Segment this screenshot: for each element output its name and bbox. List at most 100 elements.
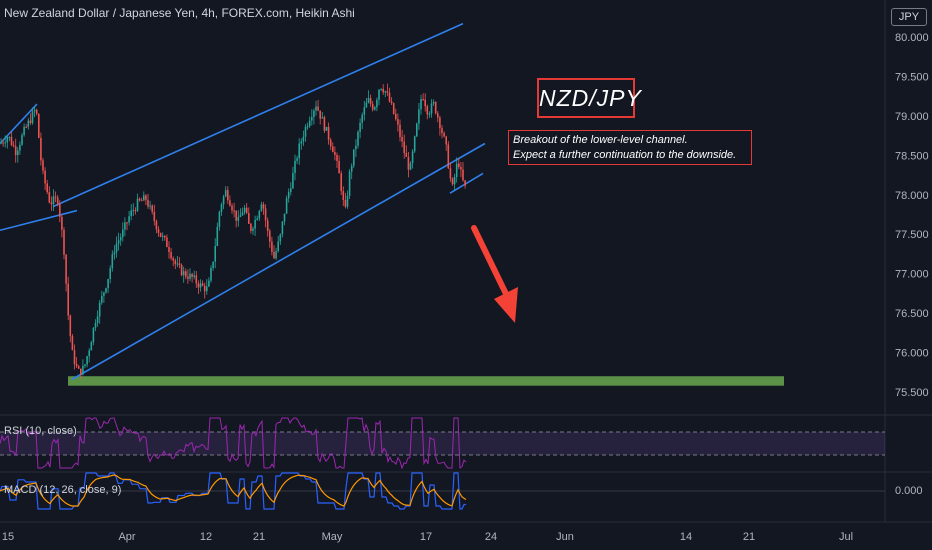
candle-up bbox=[103, 292, 105, 296]
candle-down bbox=[147, 199, 149, 207]
candle-down bbox=[151, 205, 153, 212]
x-tick-label: 21 bbox=[253, 531, 265, 543]
candle-down bbox=[250, 223, 252, 231]
candle-down bbox=[424, 99, 426, 107]
candle-up bbox=[241, 212, 244, 216]
candle-up bbox=[220, 204, 223, 212]
candle-down bbox=[388, 92, 391, 102]
candle-up bbox=[311, 117, 313, 121]
candle-down bbox=[180, 265, 183, 276]
candle-down bbox=[369, 98, 372, 104]
candle-down bbox=[56, 197, 59, 204]
y-tick-label: 79.500 bbox=[895, 71, 929, 83]
candle-up bbox=[277, 241, 279, 252]
candle-up bbox=[222, 196, 225, 205]
candle-down bbox=[69, 315, 72, 337]
candle-down bbox=[392, 103, 395, 114]
candle-down bbox=[445, 136, 447, 145]
candle-up bbox=[363, 107, 366, 115]
candle-down bbox=[386, 91, 389, 93]
currency-badge[interactable]: JPY bbox=[891, 8, 927, 26]
candle-down bbox=[166, 237, 168, 248]
candle-up bbox=[208, 280, 210, 287]
candle-down bbox=[67, 283, 69, 316]
channel-line-inner-lower bbox=[449, 172, 484, 194]
candle-up bbox=[325, 126, 328, 131]
candle-up bbox=[413, 136, 416, 152]
candle-up bbox=[357, 131, 359, 146]
chart-title: New Zealand Dollar / Japanese Yen, 4h, F… bbox=[4, 6, 355, 20]
candle-up bbox=[199, 283, 202, 288]
candle-up bbox=[149, 205, 151, 207]
x-tick-label: 14 bbox=[680, 531, 692, 543]
candle-down bbox=[344, 199, 347, 207]
candle-down bbox=[336, 154, 338, 161]
note-line-2: Expect a further continuation to the dow… bbox=[513, 149, 737, 161]
candle-up bbox=[161, 235, 164, 237]
candle-down bbox=[248, 213, 250, 224]
candle-up bbox=[84, 364, 86, 366]
candle-up bbox=[206, 286, 208, 292]
candle-down bbox=[157, 229, 160, 233]
candle-down bbox=[458, 163, 460, 168]
candle-down bbox=[403, 141, 405, 154]
candle-down bbox=[14, 146, 17, 156]
candle-down bbox=[266, 220, 269, 231]
y-tick-label: 78.500 bbox=[895, 150, 929, 162]
candle-up bbox=[105, 288, 107, 293]
candle-down bbox=[422, 99, 424, 101]
candle-down bbox=[382, 88, 384, 93]
candle-down bbox=[77, 366, 80, 369]
candle-down bbox=[269, 230, 271, 242]
channel-line-lower bbox=[71, 142, 486, 381]
candle-down bbox=[233, 210, 235, 212]
candle-up bbox=[348, 171, 351, 196]
candle-down bbox=[405, 153, 408, 158]
candle-up bbox=[21, 134, 23, 145]
candle-down bbox=[71, 336, 74, 351]
candle-up bbox=[82, 365, 84, 375]
candle-down bbox=[441, 128, 443, 134]
candle-down bbox=[42, 160, 44, 171]
candle-down bbox=[25, 126, 27, 128]
macd-label[interactable]: MACD (12, 26, close, 9) bbox=[4, 484, 122, 496]
candle-down bbox=[12, 145, 15, 147]
candle-down bbox=[439, 117, 441, 129]
candle-up bbox=[17, 150, 19, 156]
y-tick-label: 79.000 bbox=[895, 111, 929, 123]
rsi-label[interactable]: RSI (10, close) bbox=[4, 425, 77, 437]
candle-down bbox=[50, 202, 53, 205]
candle-up bbox=[313, 110, 315, 118]
candle-up bbox=[243, 207, 246, 213]
candle-up bbox=[117, 240, 120, 244]
candle-down bbox=[187, 276, 189, 279]
candle-up bbox=[411, 151, 414, 164]
candle-down bbox=[168, 247, 170, 253]
macd-zero-label: 0.000 bbox=[895, 485, 923, 497]
candle-up bbox=[128, 216, 130, 223]
candle-down bbox=[340, 173, 342, 192]
candle-down bbox=[460, 167, 462, 170]
candle-down bbox=[447, 144, 450, 169]
candle-down bbox=[390, 101, 393, 104]
candle-up bbox=[292, 172, 294, 189]
x-tick-label: Apr bbox=[118, 531, 135, 543]
candle-up bbox=[304, 126, 307, 137]
candle-up bbox=[122, 229, 124, 238]
candle-down bbox=[235, 210, 237, 221]
candle-up bbox=[132, 210, 135, 212]
candle-down bbox=[197, 283, 200, 288]
candle-down bbox=[159, 232, 162, 237]
candle-up bbox=[92, 327, 95, 343]
candle-up bbox=[279, 234, 282, 242]
candle-up bbox=[287, 192, 290, 199]
candle-up bbox=[143, 195, 145, 201]
x-tick-label: Jul bbox=[839, 531, 853, 543]
candle-down bbox=[153, 211, 156, 221]
candle-up bbox=[283, 213, 286, 222]
candle-down bbox=[443, 133, 445, 137]
candle-down bbox=[264, 208, 267, 221]
candle-down bbox=[332, 146, 334, 153]
